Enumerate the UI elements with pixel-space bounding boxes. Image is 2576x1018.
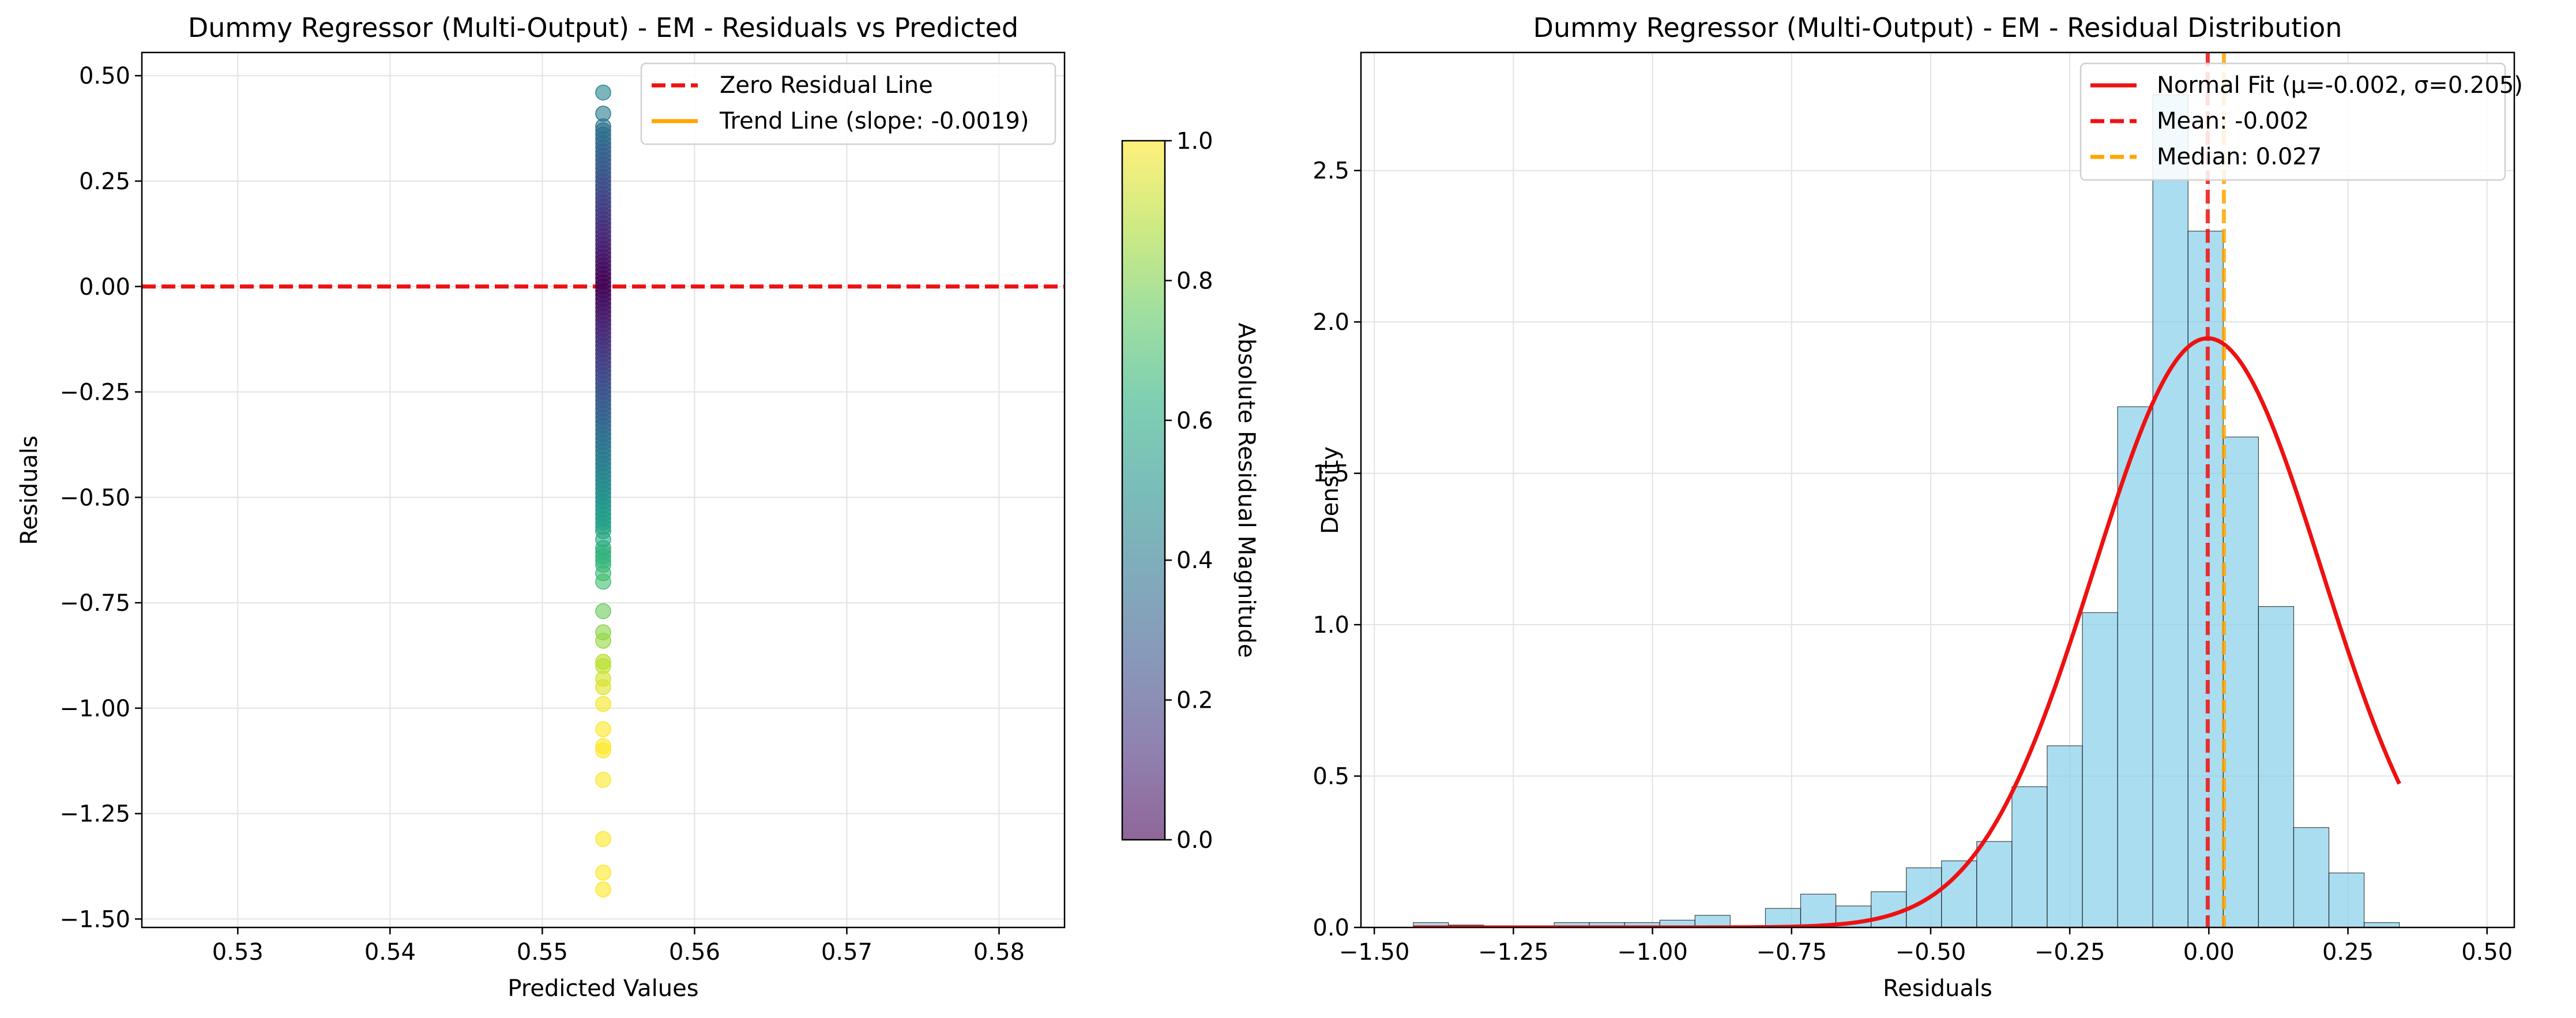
scatter-point <box>595 573 611 590</box>
colorbar-tick-label: 0.4 <box>1176 547 1213 574</box>
colorbar: 0.0 0.2 0.4 0.6 0.8 1.0 Absolute Residual Mag… <box>1121 128 1259 854</box>
y-tick-label: 0.5 <box>1313 764 1349 790</box>
scatter-point <box>595 679 611 696</box>
y-tick-label: 0.00 <box>79 274 130 300</box>
mean-median-lines <box>2205 52 2226 927</box>
colorbar-gradient <box>1122 141 1165 840</box>
x-tick-label: −0.50 <box>1896 939 1966 966</box>
x-tick-label: 0.53 <box>212 939 264 966</box>
y-tick-label: 1.0 <box>1313 612 1349 638</box>
y-tick-label: −0.25 <box>59 380 130 406</box>
x-tick-label: 0.50 <box>2461 939 2513 966</box>
x-axis-ticks: −1.50 −1.25 −1.00 −0.75 −0.50 −0.25 0.00 0.25 0.… <box>1339 927 2513 966</box>
legend-frame <box>2079 62 2506 181</box>
x-tick-label: 0.00 <box>2183 939 2235 966</box>
scatter-point <box>595 696 611 712</box>
scatter-point <box>595 865 611 881</box>
plot-frame <box>1360 51 2515 929</box>
normal-fit-curve <box>1413 336 2401 927</box>
x-tick-label: −0.25 <box>2035 939 2105 966</box>
histogram-bar <box>2047 745 2083 927</box>
legend-zero-line-label: Zero Residual Line <box>720 72 933 99</box>
y-axis-label: Residuals <box>16 435 43 545</box>
x-axis-ticks: 0.53 0.54 0.55 0.56 0.57 0.58 <box>212 927 1025 966</box>
y-tick-label: 0.50 <box>79 63 130 89</box>
histogram-bar <box>1800 893 1837 927</box>
x-tick-label: −1.25 <box>1478 939 1549 966</box>
colorbar-tick-label: 0.8 <box>1176 268 1213 294</box>
scatter-point <box>595 831 611 847</box>
y-tick-label: −1.25 <box>59 801 130 828</box>
legend-median-label: Median: 0.027 <box>2157 144 2322 170</box>
histogram-bar <box>2187 231 2224 927</box>
legend-trend-line-label: Trend Line (slope: -0.0019) <box>719 108 1029 134</box>
colorbar-label: Absolute Residual Magnitude <box>1233 322 1259 658</box>
histogram-bar <box>2328 872 2365 927</box>
histogram-bar <box>2364 922 2400 927</box>
y-tick-label: −0.75 <box>59 590 130 617</box>
x-tick-label: −1.00 <box>1617 939 1688 966</box>
x-tick-label: 0.25 <box>2322 939 2374 966</box>
y-tick-label: −1.50 <box>59 906 130 933</box>
colorbar-frame <box>1121 140 1166 841</box>
colorbar-tick-label: 0.0 <box>1176 827 1213 854</box>
x-tick-label: −1.50 <box>1339 939 1410 966</box>
y-tick-label: −1.00 <box>59 696 130 722</box>
chart-title: Dummy Regressor (Multi-Output) - EM - Re… <box>1533 12 2342 43</box>
legend-mean-label: Mean: -0.002 <box>2157 108 2309 134</box>
residuals-vs-predicted-panel: Dummy Regressor (Multi-Output) - EM - Re… <box>16 12 1259 1002</box>
y-axis-ticks: 0.50 0.25 0.00 −0.25 −0.50 −0.75 −1.00 −1.25 −1.… <box>59 63 142 933</box>
y-tick-label: 2.0 <box>1313 309 1349 336</box>
scatter-point <box>595 721 611 738</box>
y-tick-label: −0.50 <box>59 484 130 511</box>
scatter-point <box>595 772 611 788</box>
histogram-bars <box>1413 94 2400 927</box>
x-tick-label: 0.54 <box>364 939 416 966</box>
legend-normal-fit-label: Normal Fit (μ=-0.002, σ=0.205) <box>2157 72 2523 99</box>
legend-frame <box>640 62 1056 145</box>
legend: Zero Residual Line Trend Line (slope: -0… <box>640 62 1056 145</box>
colorbar-tick-label: 1.0 <box>1176 128 1213 155</box>
colorbar-tick-label: 0.6 <box>1176 408 1213 434</box>
scatter-point <box>595 633 611 649</box>
plot-frame <box>141 51 1066 929</box>
scatter-point <box>595 603 611 619</box>
chart-title: Dummy Regressor (Multi-Output) - EM - Re… <box>188 12 1018 43</box>
scatter-point <box>595 84 611 101</box>
histogram-bar <box>2152 94 2188 927</box>
colorbar-ticks: 0.0 0.2 0.4 0.6 0.8 1.0 <box>1165 128 1213 854</box>
x-axis-label: Residuals <box>1883 975 1992 1002</box>
y-tick-label: 2.5 <box>1313 158 1349 185</box>
y-axis-ticks: 0.0 0.5 1.0 1.5 2.0 2.5 <box>1313 158 1361 941</box>
colorbar-tick-label: 0.2 <box>1176 688 1213 714</box>
histogram-bar <box>2258 606 2295 927</box>
y-tick-label: 0.0 <box>1313 915 1349 941</box>
x-tick-label: −0.75 <box>1756 939 1827 966</box>
y-axis-label: Density <box>1317 446 1344 534</box>
grid <box>1361 52 2514 928</box>
scatter-point <box>595 881 611 897</box>
x-axis-label: Predicted Values <box>507 975 698 1002</box>
x-tick-label: 0.55 <box>517 939 568 966</box>
histogram-bar <box>2082 612 2118 927</box>
y-tick-label: 0.25 <box>79 168 130 195</box>
histogram-bar <box>2293 827 2330 927</box>
x-tick-label: 0.57 <box>821 939 873 966</box>
residual-distribution-panel: Dummy Regressor (Multi-Output) - EM - Re… <box>1313 12 2523 1002</box>
x-tick-label: 0.56 <box>669 939 720 966</box>
histogram-bar <box>2117 406 2153 927</box>
x-tick-label: 0.58 <box>973 939 1025 966</box>
histogram-bar <box>2222 437 2259 927</box>
histogram-bar <box>1976 841 2013 927</box>
scatter-points <box>595 84 611 897</box>
scatter-point <box>595 742 611 758</box>
legend: Normal Fit (μ=-0.002, σ=0.205) Mean: -0.… <box>2079 62 2523 181</box>
histogram-bar <box>1906 867 1942 927</box>
histogram-bar <box>2011 786 2048 927</box>
y-tick-label: 1.5 <box>1313 461 1349 487</box>
